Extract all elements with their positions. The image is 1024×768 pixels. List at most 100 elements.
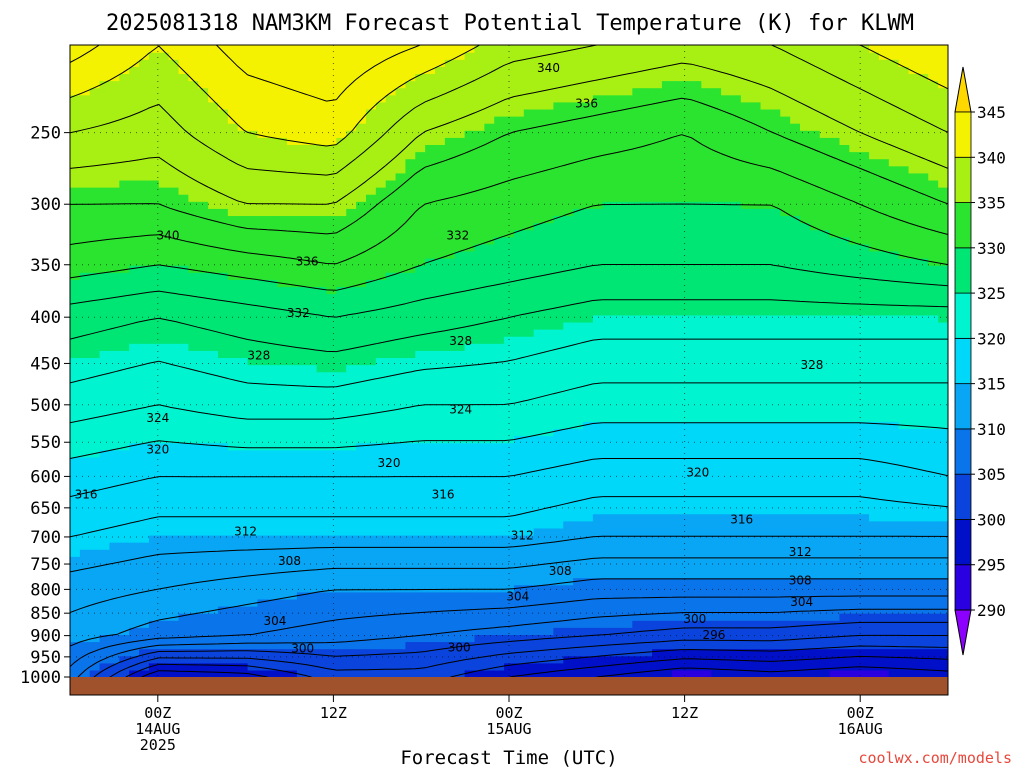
theta-fill-cell — [227, 641, 239, 650]
theta-fill-cell — [582, 542, 594, 550]
theta-fill-cell — [543, 492, 554, 501]
theta-fill-cell — [415, 343, 426, 351]
theta-fill-cell — [829, 329, 841, 337]
theta-fill-cell — [168, 329, 180, 337]
theta-fill-cell — [750, 549, 762, 557]
theta-fill-cell — [543, 648, 554, 657]
theta-fill-cell — [592, 286, 604, 295]
theta-fill-cell — [760, 350, 772, 359]
theta-fill-cell — [513, 279, 525, 288]
theta-fill-cell — [888, 620, 900, 628]
theta-fill-cell — [652, 584, 663, 593]
theta-fill-cell — [888, 357, 900, 366]
theta-fill-cell — [435, 385, 446, 394]
theta-fill-cell — [592, 300, 604, 309]
theta-fill-cell — [306, 634, 318, 643]
theta-fill-cell — [109, 307, 120, 316]
theta-fill-cell — [109, 584, 120, 593]
theta-fill-cell — [454, 357, 466, 366]
theta-fill-cell — [760, 421, 772, 430]
theta-fill-cell — [464, 428, 476, 437]
theta-fill-cell — [425, 492, 436, 501]
theta-fill-cell — [701, 279, 712, 288]
theta-fill-cell — [612, 556, 624, 564]
theta-fill-cell — [198, 613, 209, 621]
theta-fill-cell — [878, 329, 890, 337]
theta-fill-cell — [119, 584, 130, 593]
theta-fill-cell — [99, 279, 111, 288]
theta-fill-cell — [109, 329, 120, 337]
theta-fill-cell — [750, 613, 762, 621]
theta-fill-cell — [287, 634, 298, 643]
theta-fill-cell — [888, 513, 900, 522]
theta-fill-cell — [198, 428, 209, 437]
theta-fill-cell — [790, 343, 801, 351]
theta-fill-cell — [435, 400, 446, 408]
theta-fill-cell — [89, 279, 101, 288]
theta-fill-cell — [533, 556, 545, 564]
theta-fill-cell — [415, 435, 426, 444]
theta-fill-cell — [780, 577, 791, 586]
theta-fill-cell — [563, 506, 574, 515]
theta-fill-cell — [494, 478, 505, 486]
theta-fill-cell — [602, 385, 614, 394]
theta-fill-cell — [829, 463, 841, 472]
theta-fill-cell — [661, 350, 673, 359]
theta-fill-cell — [237, 471, 249, 479]
theta-fill-cell — [730, 620, 742, 628]
theta-fill-cell — [326, 279, 337, 288]
theta-fill-cell — [671, 307, 683, 316]
theta-fill-cell — [582, 293, 594, 302]
theta-fill-cell — [99, 357, 111, 366]
theta-fill-cell — [750, 350, 762, 359]
theta-fill-cell — [139, 605, 150, 614]
theta-fill-cell — [188, 314, 199, 323]
theta-fill-cell — [365, 442, 377, 451]
theta-fill-cell — [711, 627, 722, 635]
theta-fill-cell — [227, 300, 239, 309]
theta-fill-cell — [652, 471, 663, 479]
theta-fill-cell — [198, 471, 209, 479]
theta-fill-cell — [395, 492, 407, 501]
theta-fill-cell — [878, 293, 890, 302]
theta-fill-cell — [385, 570, 397, 579]
theta-fill-cell — [671, 392, 683, 401]
theta-fill-cell — [296, 364, 308, 373]
theta-fill-cell — [928, 627, 939, 635]
theta-fill-cell — [454, 478, 466, 486]
theta-fill-cell — [365, 449, 377, 458]
theta-fill-cell — [859, 520, 870, 529]
theta-fill-cell — [780, 613, 791, 621]
theta-fill-cell — [642, 527, 653, 536]
theta-fill-cell — [809, 293, 821, 302]
theta-fill-cell — [375, 499, 387, 508]
theta-fill-cell — [395, 329, 407, 337]
theta-fill-cell — [721, 371, 732, 380]
theta-fill-cell — [474, 279, 485, 288]
theta-fill-cell — [780, 506, 791, 515]
theta-fill-cell — [395, 392, 407, 401]
theta-fill-cell — [415, 605, 426, 614]
theta-fill-cell — [484, 428, 495, 437]
theta-fill-cell — [908, 442, 920, 451]
theta-fill-cell — [573, 371, 584, 380]
theta-fill-cell — [632, 520, 643, 529]
theta-fill-cell — [119, 385, 130, 394]
theta-fill-cell — [859, 385, 870, 394]
theta-fill-cell — [661, 442, 673, 451]
theta-fill-cell — [119, 620, 130, 628]
theta-fill-cell — [198, 549, 209, 557]
theta-fill-cell — [385, 613, 397, 621]
theta-fill-cell — [316, 414, 328, 422]
theta-fill-cell — [582, 329, 594, 337]
theta-fill-cell — [119, 300, 130, 309]
theta-fill-cell — [553, 314, 564, 323]
theta-fill-cell — [661, 456, 673, 465]
theta-fill-cell — [316, 392, 328, 401]
theta-fill-cell — [385, 520, 397, 529]
theta-fill-cell — [750, 570, 762, 579]
theta-fill-cell — [119, 634, 130, 643]
theta-fill-cell — [661, 662, 673, 671]
theta-fill-cell — [89, 513, 101, 522]
theta-fill-cell — [494, 577, 505, 586]
